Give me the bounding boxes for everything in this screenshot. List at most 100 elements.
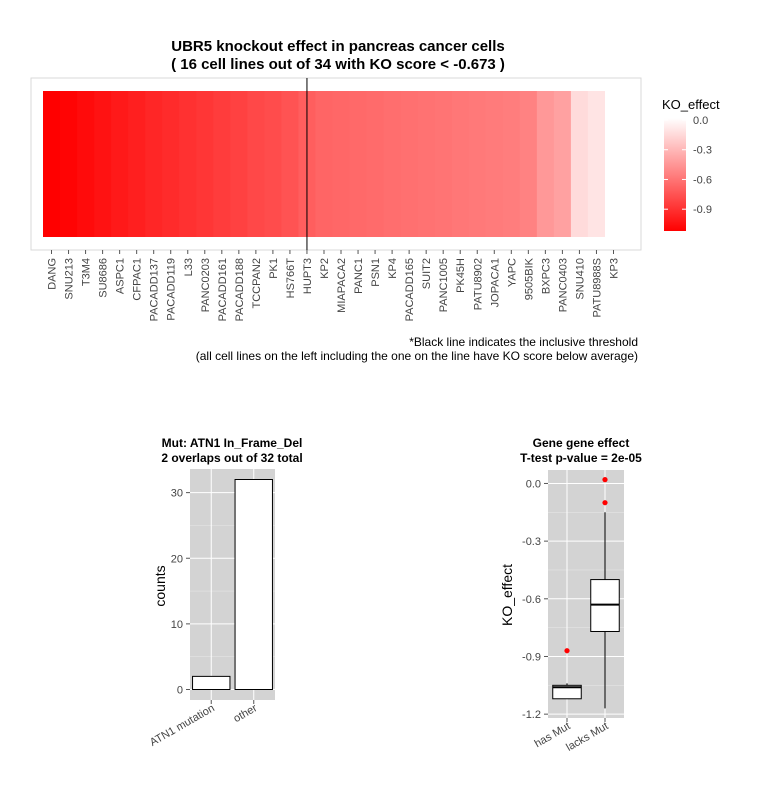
heatmap-cell [400,91,419,237]
heatmap-cell [485,91,504,237]
heatmap-x-label: KP2 [319,258,331,279]
heatmap-x-label: PSN1 [370,258,382,287]
heatmap-x-label: PACADD188 [234,258,246,321]
heatmap-note-2: (all cell lines on the left including th… [196,349,638,363]
box-boxes [552,477,620,709]
legend-colorbar [664,118,686,231]
heatmap-cell [281,91,300,237]
legend-tick-label: -0.3 [693,145,712,157]
heatmap-cell [587,91,606,237]
heatmap-cell [162,91,180,237]
box-y-tick-label: -0.9 [522,651,541,663]
heatmap-cell [502,91,521,237]
bar-x-tick-label: other [232,702,260,725]
box-subtitle: T-test p-value = 2e-05 [520,451,642,465]
heatmap-cell [434,91,453,237]
bar-subtitle: 2 overlaps out of 32 total [161,451,302,465]
heatmap-cell [570,91,589,237]
heatmap-cell [145,91,163,237]
box-y-tick-label: 0.0 [526,478,541,490]
heatmap-cell [519,91,538,237]
heatmap-x-label: SUIT2 [421,258,433,289]
heatmap-x-label: KP4 [387,258,399,279]
heatmap-x-label: PACADD165 [404,258,416,321]
heatmap-panel-border [30,77,642,251]
heatmap-cell [366,91,385,237]
heatmap-title: UBR5 knockout effect in pancreas cancer … [171,38,504,55]
heatmap-x-label: PATU8988S [591,258,603,318]
heatmap-cell [332,91,351,237]
heatmap-cell [213,91,231,237]
box-title: Gene gene effect [533,436,630,450]
box-y-axis-label: KO_effect [499,564,515,626]
heatmap-x-label: YAPC [506,258,518,287]
heatmap-x-label: JOPACA1 [489,258,501,307]
heatmap-x-label: PACADD161 [217,258,229,321]
box-y-tick-label: -0.6 [522,594,541,606]
heatmap-cell [264,91,283,237]
box-y-tick-label: -1.2 [522,709,541,721]
heatmap-cell [604,91,623,237]
bar-y-tick-label: 0 [177,685,183,697]
heatmap-cell [247,91,265,237]
bar-y-axis-label: counts [152,565,168,606]
heatmap-cell [77,91,95,237]
heatmap-cells [43,91,623,237]
heatmap-x-label: KP3 [608,258,620,279]
heatmap-x-label: PK45H [455,258,467,293]
heatmap-cell [196,91,214,237]
heatmap-cell [383,91,402,237]
heatmap-x-label: L33 [183,258,195,276]
heatmap-cell [60,91,78,237]
heatmap-x-label: TCCPAN2 [251,258,263,309]
heatmap-x-label: PACADD119 [166,258,178,321]
bar-y-ticks: 0 10 20 30 [171,488,190,697]
box-outlier-point [564,648,570,654]
heatmap-x-label: T3M4 [81,258,93,286]
heatmap-cell [315,91,334,237]
heatmap-x-label: MIAPACA2 [336,258,348,313]
heatmap-note-1: *Black line indicates the inclusive thre… [409,335,638,349]
heatmap-x-label: ASPC1 [115,258,127,294]
heatmap-x-label: HUPT3 [302,258,314,294]
heatmap-cell [43,91,61,237]
box-y-tick-label: -0.3 [522,536,541,548]
legend-tick-label: 0.0 [693,115,708,127]
box-y-ticks: 0.0 -0.3 -0.6 -0.9 -1.2 [522,478,548,721]
heatmap-x-label: BXPC3 [540,258,552,294]
heatmap-cell [111,91,129,237]
heatmap-x-label: PANC1 [353,258,365,294]
heatmap-x-label: HS766T [285,258,297,299]
bar-x-ticks: ATN1 mutation other [148,700,260,749]
heatmap-cell [94,91,112,237]
heatmap-cell [230,91,248,237]
heatmap-x-label: PANC0203 [200,258,212,312]
heatmap-cell [553,91,572,237]
heatmap-x-label: PK1 [268,258,280,279]
legend-tick-label: -0.9 [693,204,712,216]
bar-y-tick-label: 20 [171,553,183,565]
box-outlier-point [602,500,608,506]
heatmap-subtitle: ( 16 cell lines out of 34 with KO score … [171,56,505,73]
heatmap-legend: KO_effect 0.0 -0.3 -0.6 -0.9 [662,97,720,231]
heatmap-chart: UBR5 knockout effect in pancreas cancer … [30,38,642,363]
heatmap-cell [128,91,146,237]
heatmap-x-label: CFPAC1 [132,258,144,301]
heatmap-cell [536,91,555,237]
bar-chart: Mut: ATN1 In_Frame_Del 2 overlaps out of… [148,436,303,749]
heatmap-x-label: DANG [47,258,59,290]
bar [234,479,273,690]
heatmap-cell [349,91,368,237]
bar-y-tick-label: 10 [171,619,183,631]
heatmap-x-label: SNU213 [64,258,76,300]
bar-y-tick-label: 30 [171,488,183,500]
heatmap-x-label: PANC0403 [557,258,569,312]
legend-title: KO_effect [662,97,720,112]
heatmap-x-label: PATU8902 [472,258,484,310]
bar-x-tick-label: ATN1 mutation [148,702,217,749]
box-outlier-point [602,477,608,483]
legend-tick-label: -0.6 [693,174,712,186]
heatmap-cell [417,91,436,237]
heatmap-x-label: PANC1005 [438,258,450,312]
